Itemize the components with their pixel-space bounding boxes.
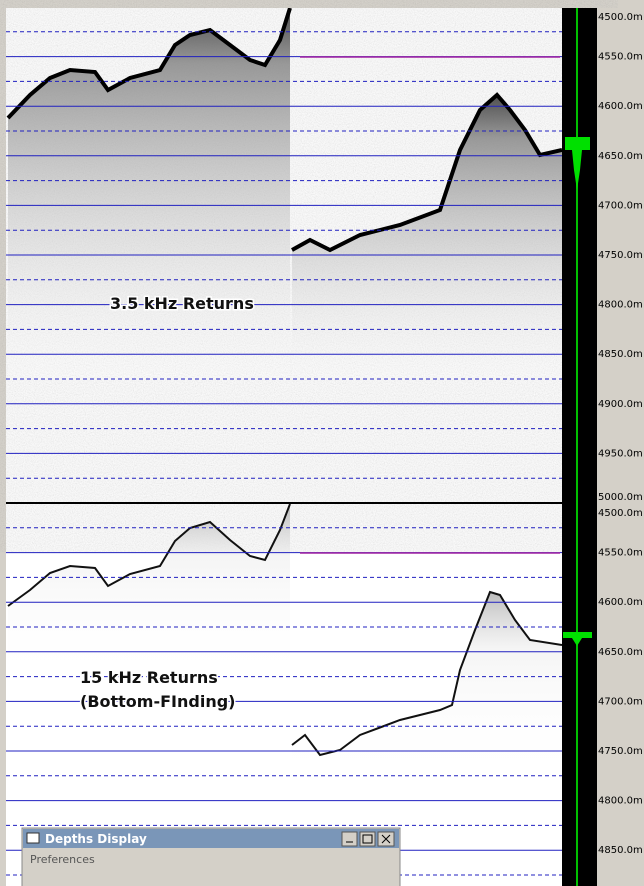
panel-label: 15 kHz Returns: [80, 668, 218, 687]
depth-label: 4600.0m: [598, 597, 643, 608]
panel-sublabel: (Bottom-FInding): [80, 692, 235, 711]
depth-label: 5000.0m: [598, 492, 643, 503]
depth-label: 4850.0m: [598, 349, 643, 360]
depths-window: Depths Display Preferences: [21, 827, 401, 886]
depth-label: 4700.0m: [598, 696, 643, 707]
menu-preferences[interactable]: Preferences: [30, 853, 95, 866]
depth-lines: [6, 31, 562, 876]
depth-label: 4800.0m: [598, 300, 643, 311]
depth-label: 4750.0m: [598, 250, 643, 261]
window-icon: [26, 832, 40, 844]
depth-label: 4800.0m: [598, 796, 643, 807]
depth-label: 4850.0m: [598, 845, 643, 856]
depth-axis: [597, 8, 644, 886]
depth-label: 4550.0m: [598, 548, 643, 559]
signal-peak: [565, 137, 590, 190]
depth-label: 4750.0m: [598, 746, 643, 757]
window-title: Depths Display: [45, 832, 147, 846]
depth-label: 4500.0m: [598, 12, 643, 23]
depth-label: 4900.0m: [598, 399, 643, 410]
depth-label: 4700.0m: [598, 200, 643, 211]
bottom-returns: [7, 504, 562, 780]
window-titlebar: [23, 829, 399, 848]
depth-label: 4600.0m: [598, 101, 643, 112]
depth-label: 4950.0m: [598, 448, 643, 459]
panel-label: 3.5 kHz Returns: [110, 294, 254, 313]
depth-label: 4650.0m: [598, 151, 643, 162]
depth-label: 4550.0m: [598, 52, 643, 63]
top-returns: [6, 8, 562, 380]
depth-label: 4650.0m: [598, 647, 643, 658]
maximize-button[interactable]: [359, 831, 376, 847]
minimize-button[interactable]: [341, 831, 358, 847]
window-button-glyphs: [346, 834, 391, 844]
signal-peak: [563, 632, 592, 646]
depth-label: 4500.0m: [598, 508, 643, 519]
depth-axis-labels: 4500.0m 4550.0m 4600.0m 4650.0m 4700.0m 4750.…: [598, 12, 643, 856]
